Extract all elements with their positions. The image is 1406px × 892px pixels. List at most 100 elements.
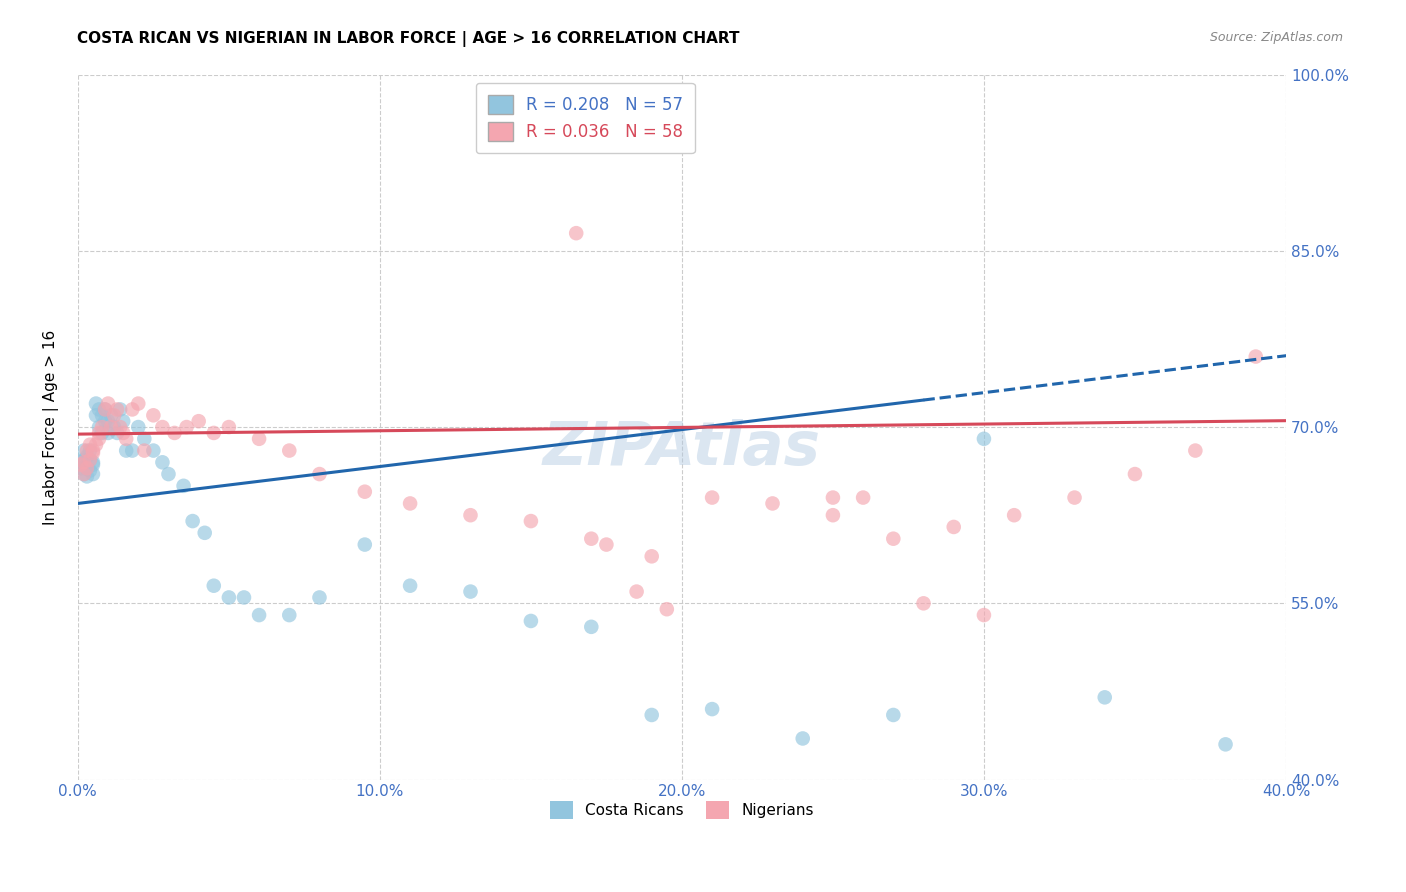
Point: [134, 432, 156, 446]
Point: [84, 409, 107, 423]
Point: [202, 579, 225, 593]
Point: [91, 420, 114, 434]
Point: [103, 409, 125, 423]
Point: [142, 443, 165, 458]
Point: [105, 402, 128, 417]
Point: [641, 549, 664, 564]
Point: [108, 420, 131, 434]
Point: [82, 443, 104, 458]
Point: [76, 450, 98, 464]
Point: [94, 402, 117, 417]
Point: [76, 461, 98, 475]
Point: [134, 443, 156, 458]
Point: [882, 532, 904, 546]
Point: [94, 402, 117, 417]
Point: [112, 414, 135, 428]
Point: [82, 455, 104, 469]
Point: [565, 226, 588, 240]
Point: [115, 443, 138, 458]
Point: [460, 508, 482, 523]
Point: [127, 420, 149, 434]
Point: [247, 432, 270, 446]
Point: [1184, 443, 1206, 458]
Point: [100, 420, 122, 434]
Point: [218, 420, 240, 434]
Point: [103, 420, 125, 434]
Point: [353, 538, 375, 552]
Point: [121, 402, 143, 417]
Point: [84, 438, 107, 452]
Point: [76, 443, 98, 458]
Point: [626, 584, 648, 599]
Point: [181, 514, 204, 528]
Legend: Costa Ricans, Nigerians: Costa Ricans, Nigerians: [544, 795, 820, 825]
Text: Source: ZipAtlas.com: Source: ZipAtlas.com: [1209, 31, 1343, 45]
Point: [73, 443, 96, 458]
Point: [942, 520, 965, 534]
Point: [821, 491, 844, 505]
Point: [82, 446, 104, 460]
Point: [641, 708, 664, 723]
Point: [821, 508, 844, 523]
Point: [1063, 491, 1085, 505]
Point: [73, 453, 96, 467]
Point: [115, 432, 138, 446]
Point: [79, 438, 101, 452]
Point: [97, 425, 120, 440]
Point: [94, 414, 117, 428]
Point: [73, 455, 96, 469]
Point: [79, 464, 101, 478]
Text: ZIPAtlas: ZIPAtlas: [543, 418, 821, 478]
Point: [973, 608, 995, 623]
Point: [79, 443, 101, 458]
Point: [218, 591, 240, 605]
Point: [700, 491, 723, 505]
Point: [112, 425, 135, 440]
Point: [399, 496, 422, 510]
Point: [84, 396, 107, 410]
Point: [852, 491, 875, 505]
Point: [70, 455, 93, 469]
Point: [1215, 737, 1237, 751]
Point: [105, 425, 128, 440]
Point: [912, 596, 935, 610]
Point: [581, 620, 603, 634]
Point: [173, 479, 195, 493]
Point: [70, 458, 93, 472]
Point: [460, 584, 482, 599]
Point: [73, 467, 96, 481]
Point: [73, 467, 96, 481]
Point: [76, 461, 98, 475]
Point: [1094, 690, 1116, 705]
Point: [91, 409, 114, 423]
Point: [1244, 350, 1267, 364]
Point: [1002, 508, 1025, 523]
Point: [152, 420, 174, 434]
Y-axis label: In Labor Force | Age > 16: In Labor Force | Age > 16: [44, 329, 59, 524]
Point: [100, 409, 122, 423]
Point: [520, 614, 543, 628]
Point: [79, 453, 101, 467]
Point: [792, 731, 814, 746]
Point: [655, 602, 678, 616]
Point: [194, 525, 217, 540]
Point: [176, 420, 198, 434]
Text: COSTA RICAN VS NIGERIAN IN LABOR FORCE | AGE > 16 CORRELATION CHART: COSTA RICAN VS NIGERIAN IN LABOR FORCE |…: [77, 31, 740, 47]
Point: [127, 396, 149, 410]
Point: [1123, 467, 1146, 481]
Point: [91, 425, 114, 440]
Point: [82, 467, 104, 481]
Point: [761, 496, 783, 510]
Point: [353, 484, 375, 499]
Point: [82, 458, 104, 472]
Point: [142, 409, 165, 423]
Point: [700, 702, 723, 716]
Point: [76, 469, 98, 483]
Point: [973, 432, 995, 446]
Point: [87, 402, 110, 417]
Point: [152, 455, 174, 469]
Point: [70, 461, 93, 475]
Point: [87, 425, 110, 440]
Point: [882, 708, 904, 723]
Point: [308, 591, 330, 605]
